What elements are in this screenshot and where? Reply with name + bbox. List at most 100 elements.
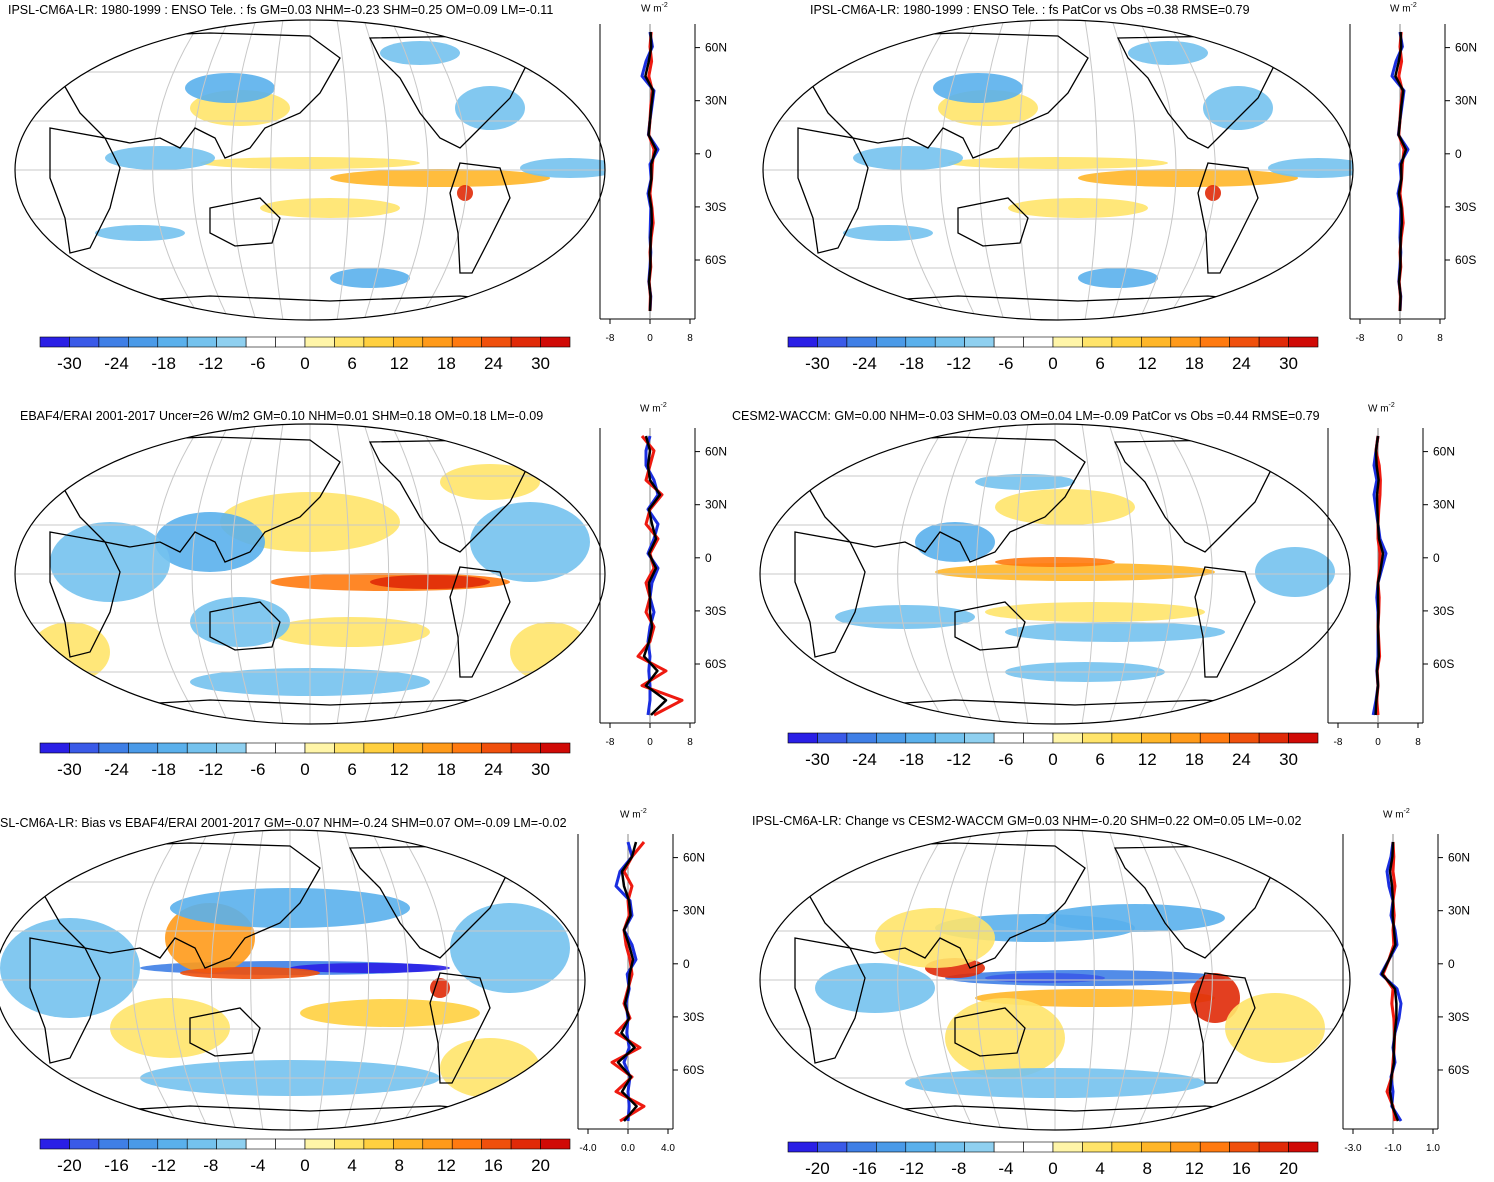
colorbar: -30 -24 -18 -12 -6 0 6 12 18 24 30: [787, 732, 1319, 769]
graticule-meridian: [975, 830, 1002, 1130]
colorbar-tick-label: -30: [805, 354, 830, 373]
anomaly-region: [440, 1038, 540, 1098]
lat-label: 0: [683, 957, 690, 971]
anomaly-region: [380, 41, 460, 65]
zonal-line-black: [616, 841, 638, 1122]
zonal-line-black: [1380, 841, 1400, 1122]
anomaly-region: [260, 198, 400, 218]
colorbar-tick-label: 30: [531, 354, 550, 373]
colorbar-swatch: [934, 732, 965, 744]
colorbar-tick-label: 30: [1279, 750, 1298, 769]
colorbar-tick-label: 24: [484, 354, 503, 373]
colorbar-tick-label: 6: [1095, 750, 1104, 769]
colorbar-tick-label: -8: [951, 1159, 966, 1178]
lat-label: 60S: [683, 1063, 704, 1077]
colorbar-swatch: [304, 742, 335, 754]
lat-label: 0: [705, 147, 712, 161]
continent-outline: [1194, 566, 1256, 678]
colorbar-tick-label: 8: [394, 1156, 403, 1175]
lat-label: 0: [705, 551, 712, 565]
colorbar-tick-label: 0: [1048, 1159, 1057, 1178]
colorbar-swatch: [363, 1138, 394, 1150]
anomaly-region: [50, 522, 170, 602]
graticule-meridian: [270, 20, 284, 320]
colorbar-swatch: [1111, 336, 1142, 348]
lat-label: 60N: [683, 851, 705, 865]
anomaly-region: [455, 86, 525, 130]
colorbar-tick-label: 4: [1095, 1159, 1104, 1178]
colorbar-swatch: [304, 336, 335, 348]
colorbar-tick-label: -4: [250, 1156, 265, 1175]
colorbar-swatch: [905, 732, 936, 744]
colorbar-swatch: [393, 742, 424, 754]
continent-outline: [954, 601, 1026, 651]
map-field: [15, 424, 605, 724]
graticule-meridian: [936, 424, 975, 724]
anomaly-region: [815, 963, 935, 1013]
lat-label: 0: [1433, 551, 1440, 565]
colorbar-tick-label: 18: [1185, 354, 1204, 373]
zonal-x-label: 0.0: [621, 1143, 635, 1154]
colorbar-swatch: [787, 732, 818, 744]
lat-label: 30S: [705, 604, 726, 618]
colorbar-tick-label: -16: [104, 1156, 129, 1175]
colorbar-tick-label: -16: [852, 1159, 877, 1178]
colorbar-swatch: [39, 1138, 70, 1150]
colorbar-swatch: [1023, 1141, 1054, 1153]
continent-outline: [209, 601, 281, 651]
lat-label: 30N: [705, 498, 727, 512]
anomaly-region: [510, 622, 590, 682]
colorbar-swatch: [846, 732, 877, 744]
panel-title: IPSL-CM6A-LR: Change vs CESM2-WACCM GM=0…: [752, 814, 1302, 828]
map-border: [14, 19, 606, 321]
colorbar-tick-label: -18: [151, 760, 176, 779]
colorbar: -30 -24 -18 -12 -6 0 6 12 18 24 30: [39, 336, 571, 373]
graticule-meridian: [1081, 424, 1095, 724]
lat-label: 60S: [1433, 657, 1454, 671]
colorbar-tick-label: -6: [998, 354, 1013, 373]
colorbar-tick-label: -6: [250, 354, 265, 373]
zonal-x-label: -1.0: [1384, 1143, 1402, 1154]
continent-outline: [429, 972, 491, 1084]
anomaly-region: [915, 522, 995, 562]
zonal-line-blue: [614, 841, 638, 1122]
zonal-x-label: 0: [647, 333, 653, 344]
robinson-map: [759, 829, 1351, 1131]
anomaly-region: [1268, 158, 1353, 178]
lat-label: 30S: [683, 1010, 704, 1024]
continent-outline: [59, 436, 341, 563]
colorbar-swatch: [540, 336, 571, 348]
robinson-map: [0, 829, 586, 1131]
lat-label: 30N: [683, 904, 705, 918]
colorbar-swatch: [245, 742, 276, 754]
anomaly-region: [1008, 198, 1148, 218]
zonal-x-label: 0: [1375, 737, 1381, 748]
colorbar-tick-label: 18: [1185, 750, 1204, 769]
colorbar-tick-label: -12: [946, 354, 971, 373]
colorbar-tick-label: 30: [531, 760, 550, 779]
colorbar-swatch: [876, 336, 907, 348]
zonal-x-label: 4.0: [661, 1143, 675, 1154]
continent-outline: [804, 842, 1086, 969]
colorbar-tick-label: 16: [484, 1156, 503, 1175]
graticule-meridian: [1015, 830, 1029, 1130]
lat-label: 30S: [1433, 604, 1454, 618]
continent-outline: [449, 566, 511, 678]
colorbar-tick-label: -30: [57, 760, 82, 779]
anomaly-region: [853, 146, 963, 170]
colorbar-swatch: [304, 1138, 335, 1150]
colorbar-tick-label: 24: [1232, 750, 1251, 769]
zonal-x-label: -8: [606, 737, 615, 748]
zonal-x-label: -8: [1334, 737, 1343, 748]
units-label: W m-2: [640, 402, 667, 415]
colorbar-swatch: [1082, 1141, 1113, 1153]
colorbar-tick-label: 6: [347, 760, 356, 779]
colorbar-tick-label: -18: [899, 750, 924, 769]
colorbar-swatch: [216, 1138, 247, 1150]
colorbar-swatch: [186, 742, 217, 754]
anomaly-region: [330, 268, 410, 288]
continent-outline: [1194, 972, 1256, 1084]
graticule-meridian: [270, 424, 284, 724]
zonal-mean-plot: 60N 30N 0 30S 60S -8 0 8: [599, 428, 727, 748]
zonal-x-label: 8: [687, 737, 693, 748]
